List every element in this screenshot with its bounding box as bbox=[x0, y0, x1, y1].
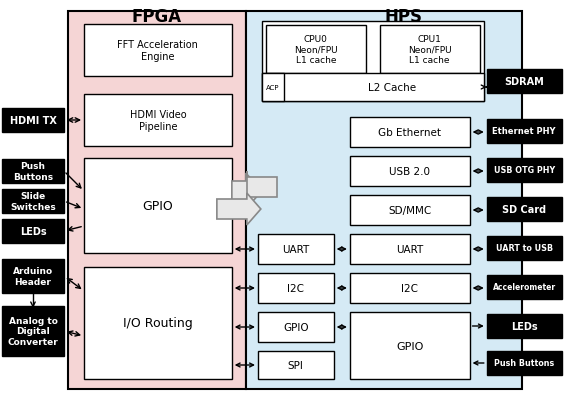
Text: Gb Ethernet: Gb Ethernet bbox=[378, 128, 441, 138]
Bar bbox=[262, 22, 484, 102]
Text: GPIO: GPIO bbox=[283, 322, 308, 332]
Text: CPU0
Neon/FPU
L1 cache: CPU0 Neon/FPU L1 cache bbox=[294, 35, 338, 65]
Text: Arduino
Header: Arduino Header bbox=[13, 267, 53, 286]
Text: FFT Acceleration
Engine: FFT Acceleration Engine bbox=[118, 40, 198, 62]
Bar bbox=[2, 219, 64, 243]
Text: I2C: I2C bbox=[288, 283, 305, 293]
Text: Ethernet PHY: Ethernet PHY bbox=[493, 127, 556, 136]
Bar bbox=[350, 273, 470, 303]
Bar bbox=[350, 196, 470, 225]
Bar bbox=[262, 74, 484, 102]
Bar bbox=[84, 95, 232, 147]
Polygon shape bbox=[247, 172, 277, 203]
Text: SDRAM: SDRAM bbox=[505, 77, 544, 87]
Bar bbox=[486, 314, 562, 338]
Text: Push
Buttons: Push Buttons bbox=[13, 162, 53, 181]
Bar bbox=[262, 74, 284, 102]
Text: USB OTG PHY: USB OTG PHY bbox=[494, 166, 555, 175]
Text: USB 2.0: USB 2.0 bbox=[389, 166, 430, 176]
Text: HPS: HPS bbox=[385, 8, 423, 26]
Text: UART: UART bbox=[396, 244, 423, 254]
Bar bbox=[380, 26, 480, 74]
Text: GPIO: GPIO bbox=[142, 200, 173, 213]
Bar bbox=[258, 312, 334, 342]
Polygon shape bbox=[232, 174, 262, 209]
Bar bbox=[486, 275, 562, 299]
Text: HDMI Video
Pipeline: HDMI Video Pipeline bbox=[129, 110, 186, 132]
Bar bbox=[258, 273, 334, 303]
Text: Accelerometer: Accelerometer bbox=[493, 283, 556, 292]
Text: L2 Cache: L2 Cache bbox=[368, 83, 416, 93]
Polygon shape bbox=[217, 194, 261, 225]
Bar bbox=[2, 259, 64, 293]
Bar bbox=[486, 159, 562, 182]
Bar bbox=[266, 26, 366, 74]
Text: ACP: ACP bbox=[266, 85, 280, 91]
Bar bbox=[486, 237, 562, 260]
Text: UART: UART bbox=[282, 244, 310, 254]
Text: LEDs: LEDs bbox=[511, 321, 537, 331]
Bar bbox=[350, 235, 470, 264]
Text: Slide
Switches: Slide Switches bbox=[10, 192, 56, 211]
Text: UART to USB: UART to USB bbox=[496, 244, 553, 253]
Bar bbox=[350, 157, 470, 186]
Bar bbox=[258, 235, 334, 264]
Text: GPIO: GPIO bbox=[396, 341, 423, 351]
Bar bbox=[258, 351, 334, 379]
Bar bbox=[84, 25, 232, 77]
Text: I2C: I2C bbox=[401, 283, 418, 293]
Text: SD Card: SD Card bbox=[502, 205, 546, 215]
Text: SD/MMC: SD/MMC bbox=[388, 205, 431, 215]
Bar bbox=[350, 312, 470, 379]
Bar bbox=[68, 12, 246, 389]
Bar bbox=[486, 351, 562, 375]
Text: CPU1
Neon/FPU
L1 cache: CPU1 Neon/FPU L1 cache bbox=[408, 35, 451, 65]
Bar bbox=[2, 306, 64, 356]
Bar bbox=[246, 12, 521, 389]
Bar bbox=[2, 109, 64, 133]
Text: FPGA: FPGA bbox=[132, 8, 182, 26]
Text: LEDs: LEDs bbox=[20, 227, 46, 237]
Text: Analog to
Digital
Converter: Analog to Digital Converter bbox=[7, 316, 58, 346]
Text: HDMI TX: HDMI TX bbox=[10, 116, 56, 126]
Bar bbox=[486, 70, 562, 94]
Bar bbox=[486, 120, 562, 144]
Text: I/O Routing: I/O Routing bbox=[123, 317, 193, 330]
Bar bbox=[2, 160, 64, 184]
Text: Push Buttons: Push Buttons bbox=[494, 358, 554, 368]
Bar bbox=[2, 190, 64, 213]
Bar bbox=[84, 159, 232, 253]
Bar bbox=[486, 198, 562, 221]
Text: SPI: SPI bbox=[288, 360, 304, 370]
Bar bbox=[350, 118, 470, 148]
Bar bbox=[84, 267, 232, 379]
